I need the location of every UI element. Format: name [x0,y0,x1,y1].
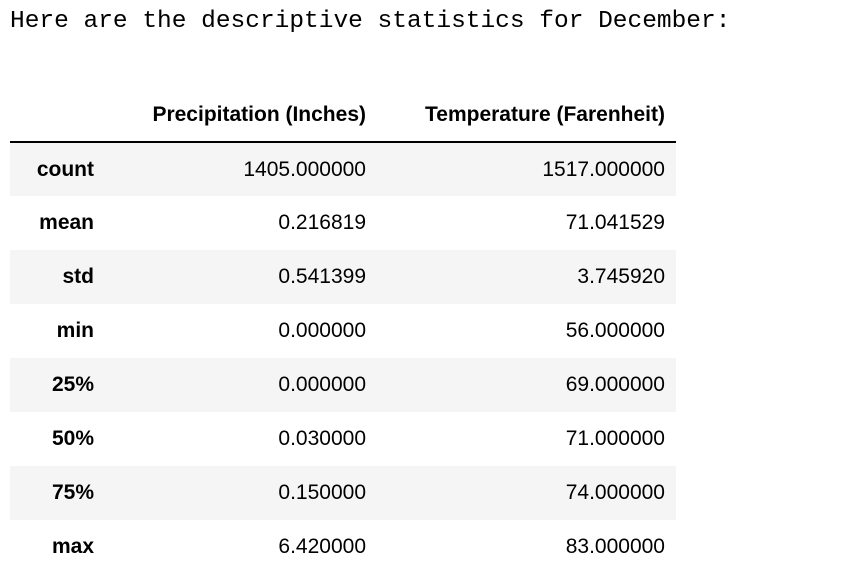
row-label: std [62,265,95,288]
precipitation-cell: 6.420000 [278,535,366,558]
output-text: Here are the descriptive statistics for … [10,8,731,35]
row-label: 75% [51,481,94,504]
temperature-cell: 71.041529 [565,211,665,234]
table-row: min 0.000000 56.000000 [10,304,676,358]
row-label: 25% [51,373,94,396]
precipitation-cell: 0.030000 [278,427,366,450]
table-row: 75% 0.150000 74.000000 [10,466,676,520]
table-row: 50% 0.030000 71.000000 [10,412,676,466]
temperature-cell: 1517.000000 [542,157,665,181]
column-header-temperature: Temperature (Farenheit) [377,88,676,143]
precipitation-cell: 0.541399 [278,265,366,288]
precipitation-cell: 1405.000000 [243,157,366,181]
temperature-cell: 74.000000 [565,481,665,504]
precipitation-cell: 0.216819 [278,211,366,234]
index-header-blank [10,88,105,143]
precipitation-cell: 0.150000 [278,481,366,504]
row-label: mean [39,211,94,234]
table-row: std 0.541399 3.745920 [10,250,676,304]
precipitation-cell: 0.000000 [278,319,366,342]
table-row: 25% 0.000000 69.000000 [10,358,676,412]
row-label: count [36,157,94,181]
table-row: max 6.420000 83.000000 [10,520,676,574]
table-row: mean 0.216819 71.041529 [10,196,676,250]
table-header-row: Precipitation (Inches) Temperature (Fare… [10,88,676,143]
row-label: max [51,535,94,558]
table-row: count 1405.000000 1517.000000 [10,142,676,196]
column-header-precipitation: Precipitation (Inches) [105,88,377,143]
precipitation-cell: 0.000000 [278,373,366,396]
temperature-cell: 56.000000 [565,319,665,342]
dataframe-table: Precipitation (Inches) Temperature (Fare… [10,88,676,574]
temperature-cell: 71.000000 [565,427,665,450]
row-label: 50% [51,427,94,450]
row-label: min [56,319,94,342]
temperature-cell: 3.745920 [577,265,665,288]
temperature-cell: 69.000000 [565,373,665,396]
temperature-cell: 83.000000 [565,535,665,558]
